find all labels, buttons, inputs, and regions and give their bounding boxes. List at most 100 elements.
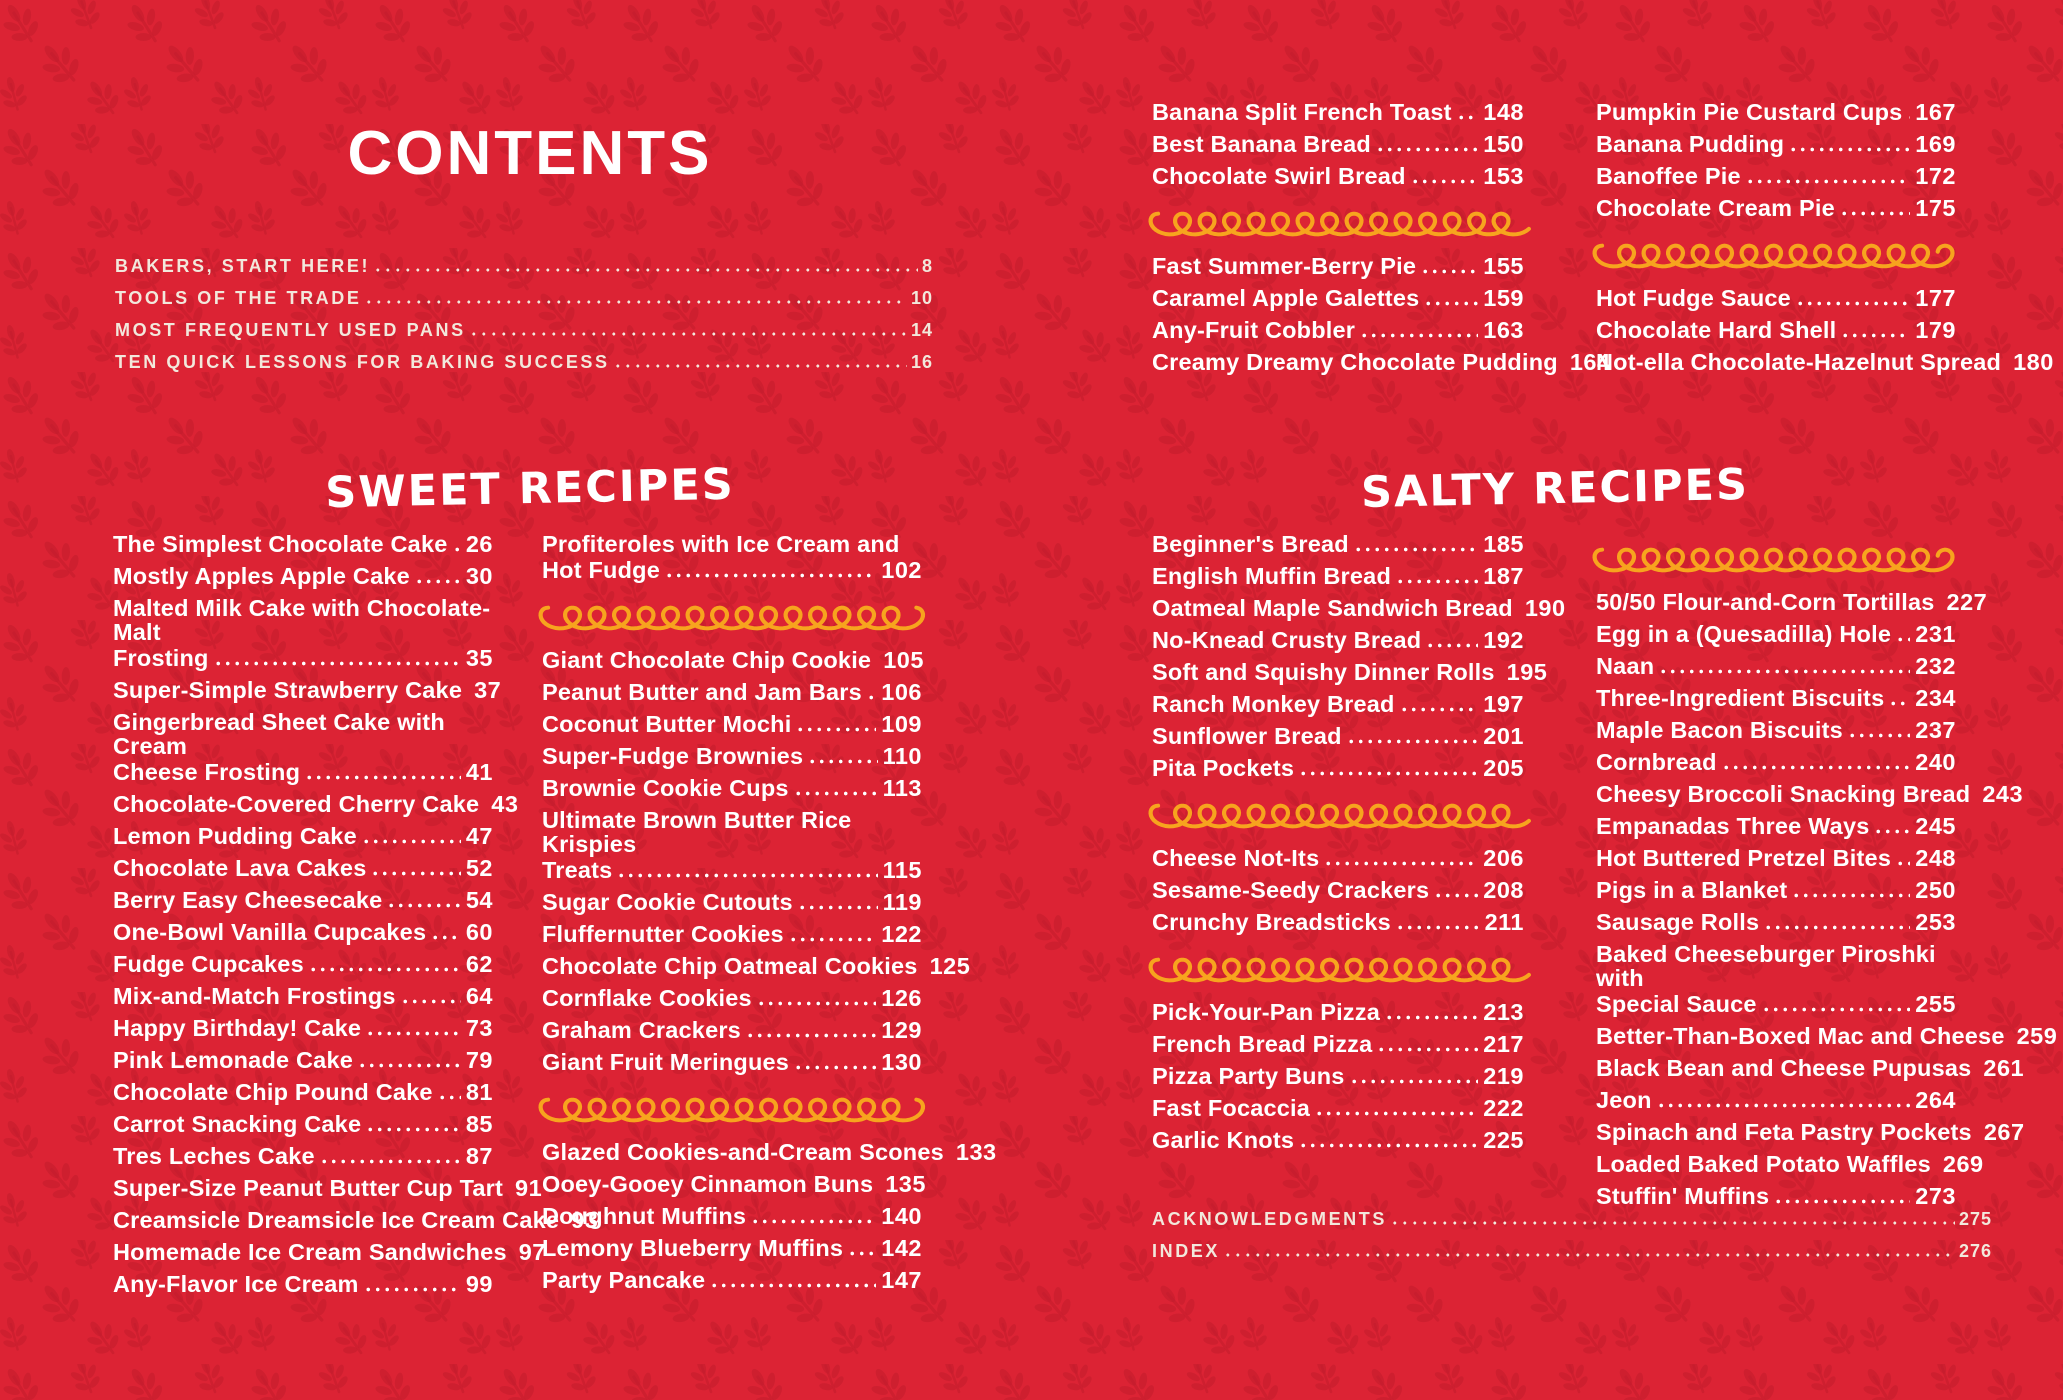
page-number: 269	[1942, 1151, 1984, 1177]
squiggle-divider	[1592, 240, 1956, 272]
toc-entry: Pizza Party Buns 219	[1152, 1064, 1524, 1088]
page-number: 105	[883, 647, 924, 673]
toc-entry-label: Ranch Monkey Bread	[1152, 691, 1395, 717]
squiggle-divider	[1592, 544, 1956, 576]
toc-entry: Berry Easy Cheesecake 54	[113, 888, 493, 912]
page-number: 205	[1483, 755, 1524, 781]
page-number: 47	[465, 823, 493, 849]
page-number: 267	[1983, 1119, 2025, 1145]
page-number: 264	[1915, 1087, 1956, 1113]
toc-entry: Banana Pudding 169	[1596, 132, 1956, 156]
dot-leader	[1426, 301, 1479, 306]
toc-entry-label: Mostly Apples Apple Cake	[113, 563, 410, 589]
toc-entry: Fast Summer-Berry Pie 155	[1152, 254, 1524, 278]
dot-leader	[1849, 733, 1911, 738]
toc-entry-label: No-Knead Crusty Bread	[1152, 627, 1422, 653]
page-number: 97	[518, 1239, 546, 1265]
page-number: 30	[465, 563, 493, 589]
toc-column-sweet-1: The Simplest Chocolate Cake 26 Mostly Appl…	[113, 531, 598, 1304]
toc-entry-label: Any-Flavor Ice Cream	[113, 1271, 359, 1297]
dot-leader	[868, 695, 877, 700]
page-number: 248	[1915, 845, 1956, 871]
dot-leader	[1301, 771, 1479, 776]
dot-leader	[1351, 1079, 1479, 1084]
toc-entry: Cheesy Broccoli Snacking Bread 243	[1596, 782, 2023, 806]
toc-entry-label: Super-Simple Strawberry Cake	[113, 677, 463, 703]
page-number: 60	[465, 919, 493, 945]
toc-entry-label: Ooey-Gooey Cinnamon Buns	[542, 1171, 874, 1197]
loop-squiggle-icon	[1148, 957, 1531, 983]
toc-entry-label: Lemon Pudding Cake	[113, 823, 357, 849]
dot-leader	[376, 268, 918, 272]
toc-entry: INDEX 276	[1152, 1240, 1992, 1262]
page-number: 102	[881, 557, 922, 583]
toc-entry-label: Glazed Cookies-and-Cream Scones	[542, 1139, 944, 1165]
toc-entry-label: Homemade Ice Cream Sandwiches	[113, 1239, 507, 1265]
dot-leader	[1891, 701, 1911, 706]
toc-entry-label: Banana Pudding	[1596, 131, 1785, 157]
footer-toc-list: ACKNOWLEDGMENTS 275 INDEX 276	[1152, 1208, 1992, 1272]
dot-leader	[1763, 1007, 1911, 1012]
toc-entry: English Muffin Bread 187	[1152, 564, 1524, 588]
page-number: 140	[881, 1203, 922, 1229]
toc-entry: Hot Buttered Pretzel Bites 248	[1596, 846, 1956, 870]
toc-entry: Profiteroles with Ice Cream and Hot Fudge…	[542, 532, 922, 582]
toc-entry-label: Better-Than-Boxed Mac and Cheese	[1596, 1023, 2005, 1049]
toc-column-sweet-2: Profiteroles with Ice Cream and Hot Fudge…	[538, 532, 996, 1300]
page-number: 10	[910, 288, 933, 308]
toc-entry: No-Knead Crusty Bread 192	[1152, 628, 1524, 652]
toc-entry-label: Banana Split French Toast	[1152, 99, 1452, 125]
toc-entry-label: Berry Easy Cheesecake	[113, 887, 383, 913]
page-number: 113	[882, 775, 922, 801]
page-number: 192	[1483, 627, 1524, 653]
toc-entry-label: The Simplest Chocolate Cake	[113, 531, 448, 557]
dot-leader	[758, 1001, 877, 1006]
toc-entry: Homemade Ice Cream Sandwiches 97	[113, 1240, 545, 1264]
toc-entry-line1: Ultimate Brown Butter Rice Krispies	[542, 807, 852, 857]
dot-leader	[1876, 829, 1911, 834]
dot-leader	[307, 775, 461, 780]
dot-leader	[1841, 211, 1911, 216]
toc-entry: Coconut Butter Mochi 109	[542, 712, 922, 736]
toc-entry-label: French Bread Pizza	[1152, 1031, 1373, 1057]
dot-leader	[1412, 179, 1479, 184]
toc-entry: Cornbread 240	[1596, 750, 1956, 774]
loop-squiggle-icon	[1592, 547, 1955, 573]
dot-leader	[363, 839, 461, 844]
dot-leader	[796, 1065, 877, 1070]
dot-leader	[471, 332, 907, 336]
dot-leader	[790, 937, 877, 942]
toc-entry: Chocolate Lava Cakes 52	[113, 856, 493, 880]
toc-entry: Mostly Apples Apple Cake 30	[113, 564, 493, 588]
toc-entry-label: English Muffin Bread	[1152, 563, 1391, 589]
toc-entry: Soft and Squishy Dinner Rolls 195	[1152, 660, 1547, 684]
dot-leader	[615, 364, 907, 368]
toc-entry-label: Crunchy Breadsticks	[1152, 909, 1391, 935]
page-number: 240	[1915, 749, 1956, 775]
page-title: CONTENTS	[347, 119, 713, 188]
dot-leader	[373, 871, 461, 876]
page-number: 14	[910, 320, 933, 340]
toc-entry-label: Empanadas Three Ways	[1596, 813, 1870, 839]
dot-leader	[1658, 1103, 1911, 1108]
page-number: 126	[881, 985, 922, 1011]
toc-entry: Super-Fudge Brownies 110	[542, 744, 922, 768]
page-number: 185	[1483, 531, 1524, 557]
page-number: 148	[1483, 99, 1524, 125]
page-number: 159	[1483, 285, 1524, 311]
toc-entry-label: MOST FREQUENTLY USED PANS	[115, 320, 466, 340]
toc-entry-line1: Profiteroles with Ice Cream and	[542, 531, 900, 557]
toc-entry: Giant Chocolate Chip Cookie 105	[542, 647, 924, 673]
toc-entry-label: Cornbread	[1596, 749, 1717, 775]
toc-entry-label: Super-Size Peanut Butter Cup Tart	[113, 1175, 504, 1201]
dot-leader	[360, 1063, 461, 1068]
toc-entry-label: Tres Leches Cake	[113, 1143, 315, 1169]
dot-leader	[439, 1095, 461, 1100]
toc-entry: Ooey-Gooey Cinnamon Buns 135	[542, 1171, 925, 1197]
toc-entry-label: Sausage Rolls	[1596, 909, 1760, 935]
toc-entry: Cheese Not-Its 206	[1152, 846, 1524, 870]
page-number: 201	[1483, 723, 1524, 749]
page-number: 211	[1484, 909, 1524, 935]
page-number: 106	[881, 679, 922, 705]
toc-entry-label: Frosting	[113, 645, 209, 671]
